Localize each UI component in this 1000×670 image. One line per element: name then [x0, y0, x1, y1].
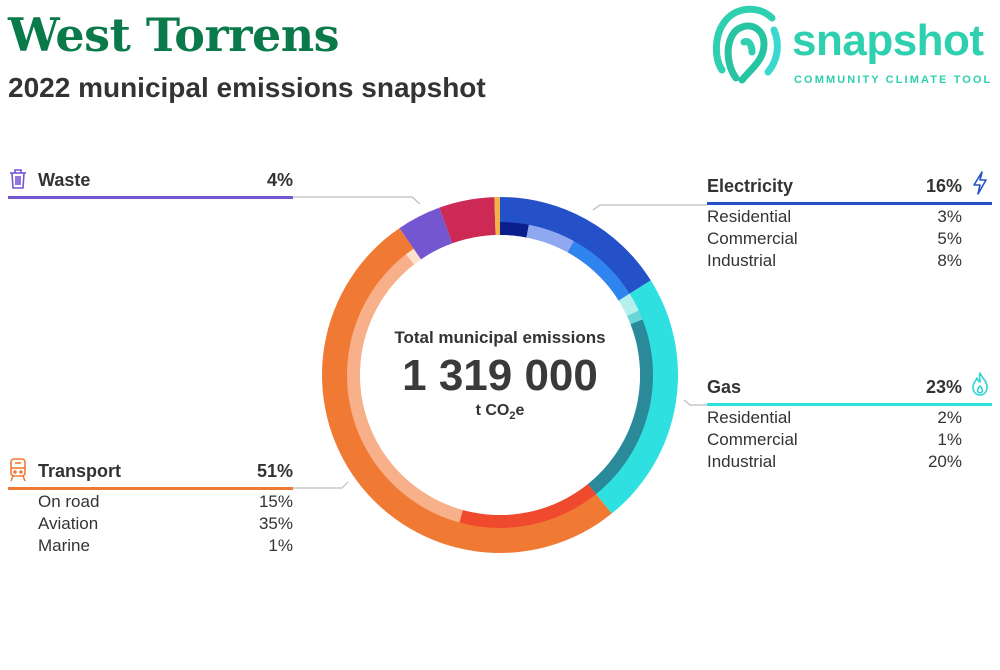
fingerprint-logo-icon — [713, 5, 781, 84]
legend-gas-name: Gas — [707, 377, 742, 397]
inner-segment-transport-on-road — [459, 483, 597, 528]
page-title: West Torrens — [8, 8, 340, 62]
legend-waste-underline — [8, 196, 293, 199]
logo-tagline: COMMUNITY CLIMATE TOOL — [794, 74, 993, 86]
legend-gas-sub-industrial: Industrial 20% — [707, 452, 962, 471]
legend-transport-sub-onroad: On road 15% — [38, 492, 293, 511]
legend-electricity-name: Electricity — [707, 176, 794, 196]
legend-transport-name: Transport — [38, 461, 122, 481]
legend-gas-sub-residential: Residential 2% — [707, 408, 962, 427]
outer-segment-unlabelled-1 — [439, 197, 496, 244]
outer-segment-gas — [587, 280, 678, 514]
legend-electricity: Electricity 16% Residential 3% Commercial… — [707, 171, 992, 271]
inner-segment-gas-residential — [618, 293, 639, 317]
inner-segment-electricity-industrial — [567, 241, 630, 301]
legend-gas-pct: 23% — [925, 377, 962, 397]
donut-hole — [360, 235, 640, 515]
logo-wordmark: snapshot — [792, 16, 984, 65]
inner-segment-gas-industrial — [587, 319, 653, 495]
total-emissions-center: Total municipal emissions 1 319 000 t CO… — [360, 328, 640, 422]
outer-segment-unlabelled-2 — [494, 197, 500, 236]
legend-gas: Gas 23% Residential 2% Commercial 1% Indus… — [707, 372, 992, 472]
legend-gas-sub-commercial: Commercial 1% — [707, 430, 962, 449]
legend-waste-name: Waste — [38, 170, 91, 190]
leader-line-transport — [293, 481, 349, 489]
leader-line-waste — [293, 196, 421, 205]
leader-line-gas — [683, 399, 707, 406]
train-icon — [10, 458, 26, 482]
inner-segment-transport-marine — [405, 248, 421, 265]
outer-segment-waste — [399, 207, 453, 260]
inner-segment-electricity-residential — [500, 222, 529, 238]
trash-icon — [10, 169, 26, 189]
total-emissions-unit: t CO2e — [475, 402, 525, 423]
legend-electricity-sub-commercial: Commercial 5% — [707, 229, 962, 248]
lightning-icon — [973, 171, 987, 195]
legend-transport: Transport 51% On road 15% Aviation 35% Mar… — [8, 458, 293, 556]
leader-line-electricity — [592, 204, 707, 211]
inner-segment-transport-aviation — [347, 254, 463, 523]
legend-electricity-underline — [707, 202, 992, 205]
legend-electricity-pct: 16% — [925, 176, 962, 196]
legend-gas-underline — [707, 403, 992, 406]
legend-waste-pct: 4% — [266, 170, 293, 190]
legend-transport-sub-marine: Marine 1% — [38, 536, 293, 555]
total-emissions-value: 1 319 000 — [402, 351, 598, 400]
snapshot-logo: snapshot COMMUNITY CLIMATE TOOL — [712, 0, 1000, 90]
page-subtitle: 2022 municipal emissions snapshot — [8, 72, 486, 103]
inner-segment-electricity-commercial — [526, 224, 575, 253]
legend-waste: Waste 4% — [8, 169, 293, 199]
legend-transport-pct: 51% — [256, 461, 293, 481]
legend-electricity-sub-industrial: Industrial 8% — [707, 251, 962, 270]
legend-transport-sub-aviation: Aviation 35% — [38, 514, 293, 533]
inner-segment-gas-commercial — [627, 310, 643, 325]
legend-transport-underline — [8, 487, 293, 490]
total-emissions-label: Total municipal emissions — [394, 328, 606, 347]
flame-icon — [972, 372, 988, 396]
legend-electricity-sub-residential: Residential 3% — [707, 207, 962, 226]
